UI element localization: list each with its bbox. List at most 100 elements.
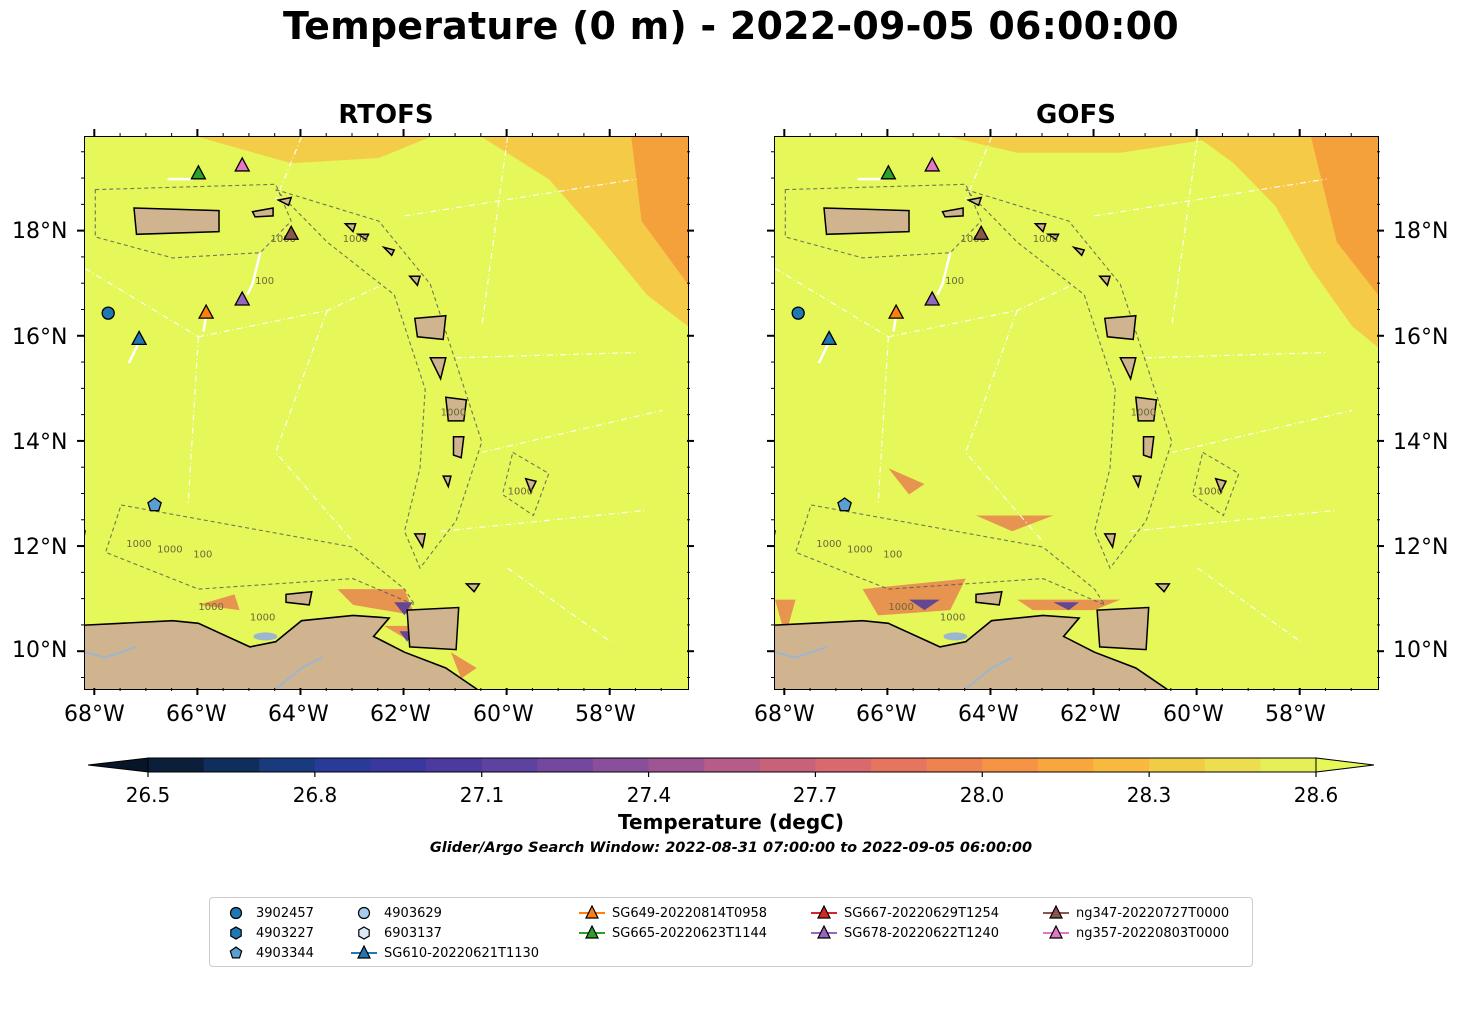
legend-item: 3902457 [222,903,314,923]
glider-track [127,341,141,364]
land-island [452,435,465,459]
colorbar-segment [537,758,594,772]
legend-marker [230,926,242,940]
eez-boundary [1130,509,1337,532]
marker-SG610-20220621T1130 [821,330,838,346]
land-mainland [85,614,478,689]
colorbar-segment [926,758,983,772]
lat-label-10n-right: 10°N [1393,638,1449,663]
colorbar-segment [1037,758,1095,772]
legend-marker-icon [811,925,837,939]
marker-SG678-20220622T1240 [924,290,941,306]
colorbar-segment [426,758,483,772]
land-island [1071,246,1086,257]
cool-sst-core [909,599,940,611]
lat-label-16n-left: 16°N [12,325,68,350]
legend-marker-icon [811,905,837,919]
cool-sst-patch [888,468,925,495]
legend-marker [357,906,371,920]
contour-label: 1000 [508,486,533,497]
eez-boundary [85,267,199,338]
contour-label: 1000 [888,602,913,613]
cool-sst-core [1053,602,1080,611]
colorbar-segment [704,758,761,772]
land-island [1119,357,1137,381]
lat-label-14n-left: 14°N [12,430,68,455]
contour-label: 1000 [1198,486,1223,497]
land-island [975,590,1003,606]
land-island [429,357,447,381]
contour-label: 1000 [126,539,151,550]
legend-marker [229,906,243,920]
legend-marker [358,926,370,940]
search-window-note: Glider/Argo Search Window: 2022-08-31 07… [429,840,1033,856]
eez-boundary [1146,351,1327,359]
lon-label-58w-right: 58°W [1265,702,1326,727]
figure-title: Temperature (0 m) - 2022-09-05 06:00:00 [283,4,1179,48]
legend-marker [585,905,599,919]
legend-marker [817,905,831,919]
colorbar-tick: 26.5 [125,783,171,807]
colorbar-frame [147,757,1317,773]
land-island [442,475,452,489]
contour-label: 100 [255,276,274,287]
legend-item: 4903344 [222,943,314,963]
land-island [413,533,427,550]
land-island [1045,233,1060,241]
eez-boundary [404,178,637,217]
land-island [1103,314,1137,341]
lon-label-60w-right: 60°W [1163,702,1224,727]
cool-sst-patch [862,578,966,616]
contour-label: 100 [945,276,964,287]
colorbar-tick: 28.3 [1126,783,1172,807]
eez-boundary [1171,409,1353,453]
colorbar-tick: 26.8 [292,783,338,807]
warm-sst-region [1311,137,1378,295]
contour-label: 1000 [1033,234,1058,245]
eez-boundary [877,336,889,506]
colorbar [87,757,1375,777]
contour-label: 1000 [343,234,368,245]
colorbar-segment [148,758,205,772]
colorbar-tick: 28.6 [1293,783,1339,807]
map-panel-gofs[interactable]: 1000 1000 100 1000 1000 1000 1000 1000 100 1000 [774,136,1379,690]
colorbar-segment [1260,758,1317,772]
legend-marker-icon [229,946,243,959]
colorbar-segment [648,758,705,772]
legend-marker-icon [1043,905,1069,919]
legend-marker-icon [230,926,242,940]
land-island [408,275,421,287]
land-island [1033,222,1047,234]
contour-label: 1000 [250,613,275,624]
colorbar-segment [982,758,1039,772]
legend-item: 4903227 [222,923,314,943]
legend-marker-icon [357,906,371,920]
legend-item: SG610-20220621T1130 [350,943,539,963]
lat-label-14n-right: 14°N [1393,430,1449,455]
lon-label-66w-right: 66°W [856,702,917,727]
colorbar-segment [1149,758,1206,772]
glider-track [246,252,262,296]
marker-SG665-20220623T1144 [880,164,897,180]
land-island [941,207,964,218]
colorbar-segment [759,758,816,772]
colorbar-tick: 27.7 [792,783,838,807]
eez-boundary [775,267,889,338]
lon-label-68w-right: 68°W [754,702,815,727]
lon-label-58w-left: 58°W [575,702,636,727]
colorbar-segment [370,758,427,772]
land-island [1214,477,1228,494]
lon-label-64w-right: 64°W [958,702,1019,727]
colorbar-segment [871,758,928,772]
river [965,656,1013,689]
map-panel-rtofs[interactable]: 1000 1000 100 1000 1000 1000 1000 1000 100 1000 [84,136,689,690]
lon-label-60w-left: 60°W [473,702,534,727]
bathymetry-contour [275,189,483,570]
eez-boundary [481,137,509,327]
land-island [1096,606,1150,651]
contour-label: 1000 [198,602,223,613]
legend-marker [357,945,371,959]
land-island [966,196,983,207]
eez-boundary [440,509,647,532]
